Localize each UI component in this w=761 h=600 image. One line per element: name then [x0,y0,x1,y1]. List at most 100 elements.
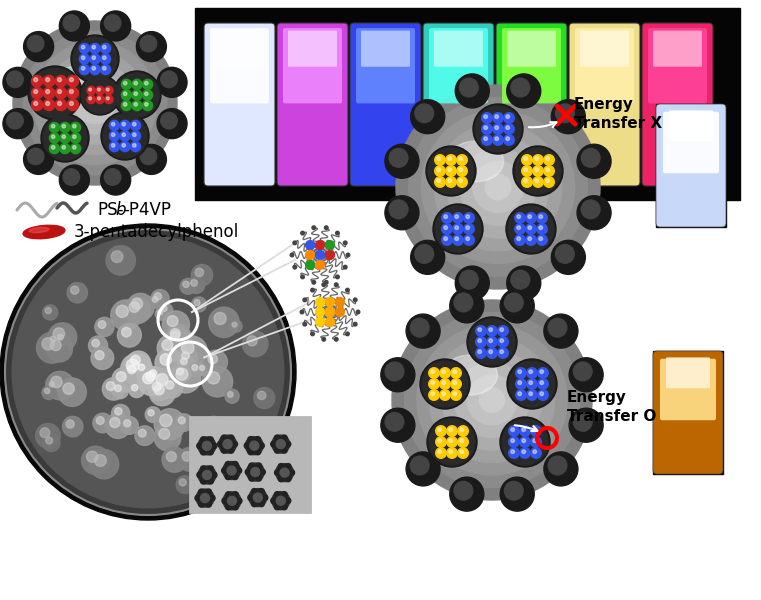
Circle shape [44,388,50,394]
Circle shape [336,275,339,278]
Circle shape [447,448,457,458]
Circle shape [105,413,131,439]
Circle shape [528,226,531,230]
Circle shape [248,449,253,455]
Circle shape [258,500,264,506]
Circle shape [437,168,441,172]
Circle shape [577,196,611,230]
Circle shape [505,481,523,500]
Circle shape [380,358,415,392]
Circle shape [50,336,56,341]
Circle shape [31,99,43,110]
Circle shape [524,157,527,160]
Circle shape [507,266,541,300]
Circle shape [228,435,234,441]
Circle shape [43,434,60,452]
Circle shape [5,229,291,515]
Circle shape [511,439,514,443]
Circle shape [538,368,548,378]
Circle shape [428,390,439,400]
Circle shape [59,11,89,41]
Circle shape [415,104,434,122]
Circle shape [192,464,217,489]
Circle shape [46,101,49,106]
Circle shape [197,472,203,478]
Circle shape [111,251,123,263]
Circle shape [257,391,266,400]
Circle shape [255,437,261,443]
Circle shape [258,488,264,494]
Circle shape [515,148,561,194]
Circle shape [152,382,161,391]
Circle shape [79,43,90,53]
Circle shape [131,121,141,130]
Circle shape [84,93,105,113]
Circle shape [316,251,324,259]
Circle shape [208,466,213,472]
Circle shape [28,66,82,120]
Circle shape [136,145,167,175]
FancyBboxPatch shape [580,31,629,67]
Circle shape [573,412,592,431]
Circle shape [272,492,290,510]
Circle shape [170,331,180,340]
Circle shape [112,382,129,398]
Circle shape [427,417,477,467]
Circle shape [385,144,419,178]
Circle shape [467,317,517,367]
Circle shape [152,296,158,302]
Circle shape [500,417,550,467]
Circle shape [121,353,152,385]
Circle shape [72,135,76,139]
Circle shape [437,157,441,160]
Circle shape [106,245,135,275]
Circle shape [441,213,452,223]
Circle shape [58,334,63,340]
Circle shape [435,123,562,251]
Circle shape [157,109,187,139]
Circle shape [306,241,314,250]
Circle shape [126,351,151,375]
Circle shape [80,75,120,115]
Circle shape [66,420,75,428]
Circle shape [520,437,530,447]
FancyBboxPatch shape [669,110,713,141]
Circle shape [232,492,238,498]
Circle shape [312,226,316,230]
Circle shape [122,122,126,126]
FancyBboxPatch shape [666,358,710,388]
Circle shape [52,135,55,139]
Circle shape [495,115,498,118]
Circle shape [453,370,457,373]
Circle shape [218,435,237,453]
Circle shape [87,95,95,104]
Circle shape [56,99,67,110]
Circle shape [159,304,173,317]
Circle shape [199,365,205,370]
Circle shape [200,466,206,472]
Circle shape [520,448,530,458]
FancyBboxPatch shape [496,23,567,186]
Circle shape [120,416,139,434]
Circle shape [88,336,107,355]
Circle shape [442,350,542,450]
Circle shape [522,439,526,443]
Circle shape [111,300,142,331]
Circle shape [131,142,141,152]
Circle shape [41,114,89,162]
Circle shape [506,115,510,118]
Circle shape [110,131,119,141]
Circle shape [511,271,530,289]
Circle shape [103,114,147,158]
Circle shape [90,54,100,64]
Circle shape [476,337,486,347]
Circle shape [154,293,161,300]
Circle shape [274,491,280,497]
Circle shape [493,135,503,145]
Circle shape [110,418,120,428]
Circle shape [127,365,136,374]
Circle shape [530,426,541,436]
Circle shape [249,475,255,481]
Circle shape [482,135,492,145]
Circle shape [530,437,541,447]
